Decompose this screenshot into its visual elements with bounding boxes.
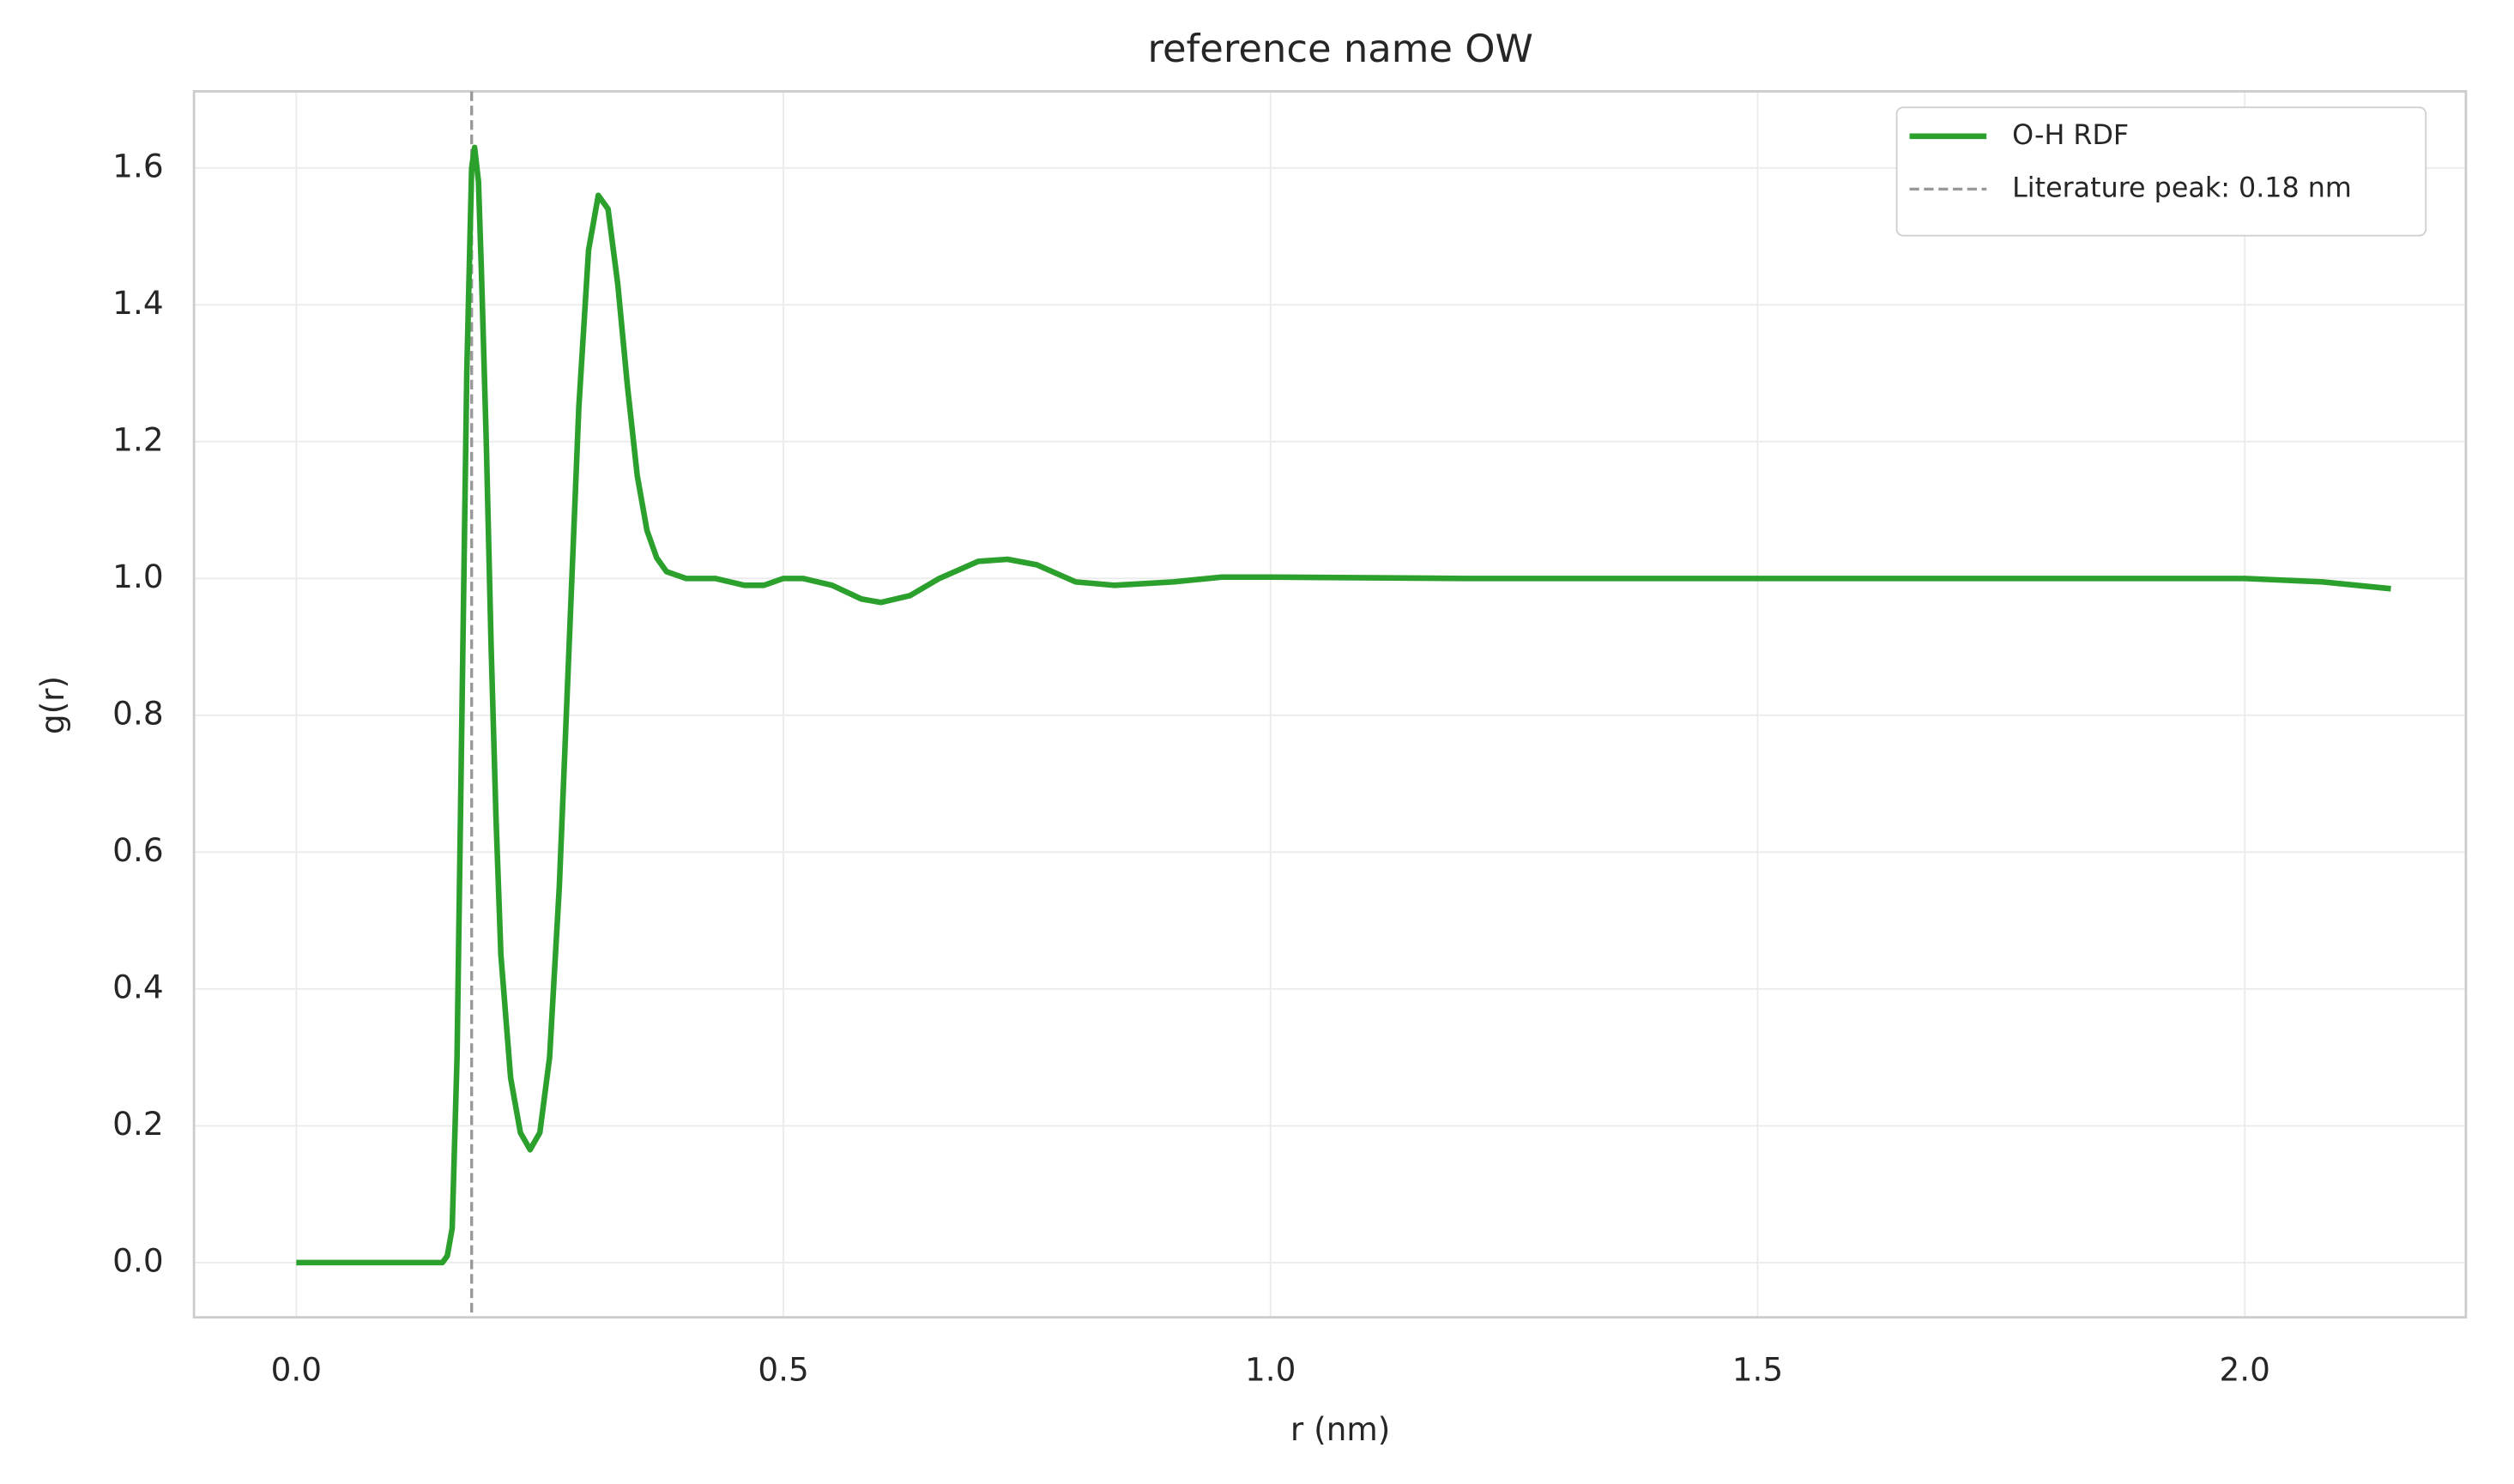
x-tick-label: 1.0 [1245,1351,1296,1389]
plot-frame [192,90,2468,1319]
legend: O-H RDF Literature peak: 0.18 nm [1895,106,2427,237]
x-tick-label: 2.0 [2219,1351,2269,1389]
y-tick-label: 1.6 [112,147,163,184]
data-line [296,144,2391,1266]
legend-label: Literature peak: 0.18 nm [2012,172,2352,203]
legend-label: O-H RDF [2012,120,2129,151]
x-axis-label: r (nm) [1290,1410,1390,1448]
x-tick-label: 1.5 [1732,1351,1783,1389]
x-tick-label: 0.5 [758,1351,808,1389]
y-axis-label: g(r) [33,676,71,734]
y-tick-label: 1.2 [112,420,163,458]
y-tick-label: 0.4 [112,968,163,1005]
x-tick-label: 0.0 [271,1351,322,1389]
y-tick-label: 0.0 [112,1241,163,1279]
y-tick-label: 1.4 [112,284,163,322]
y-tick-label: 0.6 [112,831,163,869]
y-tick-label: 1.0 [112,558,163,595]
y-tick-label: 0.8 [112,694,163,732]
chart-title: reference name OW [1147,26,1532,71]
legend-box [1895,106,2427,237]
y-tick-label: 0.2 [112,1105,163,1143]
